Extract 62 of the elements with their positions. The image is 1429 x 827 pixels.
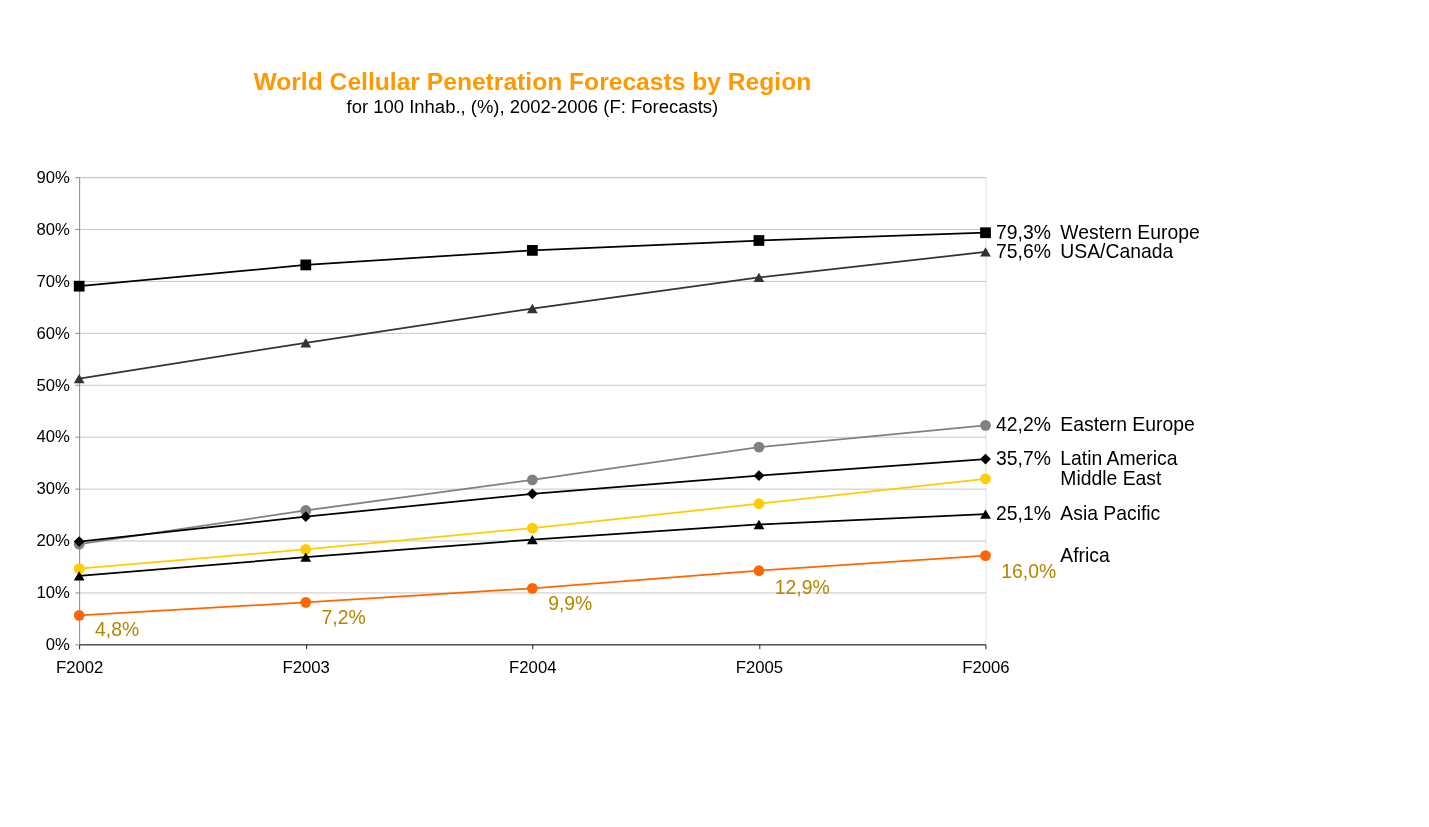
annotation: 7,2% [321,605,366,628]
point [753,235,765,246]
point [980,473,991,485]
y-tick-label: 20% [36,531,71,551]
point [73,609,85,621]
text: Western Europe [1060,220,1200,243]
point [300,596,312,608]
point [980,550,991,562]
y-tick-label: 60% [36,323,71,343]
point [526,582,538,594]
y-tick-label: 50% [36,375,71,395]
y-tick-label: 70% [36,271,71,291]
point [753,470,765,482]
point [300,338,312,348]
annotation: 12,9% [774,576,830,599]
annotation: 9,9% [548,591,593,614]
point [73,571,85,581]
point [980,227,991,239]
point [300,552,312,562]
text: Eastern Europe [1060,413,1195,436]
data-label: 42,2% [996,413,1051,436]
data-label: 25,1% [996,502,1051,525]
x-tick-label: F2002 [55,658,104,678]
point [980,509,991,519]
text: Africa [1060,543,1110,566]
y-tick-label: 80% [36,219,71,239]
point [300,511,312,523]
point [980,419,991,431]
point [526,522,538,534]
x-tick-label: F2003 [282,658,330,678]
point [73,563,85,574]
text: Asia Pacific [1060,502,1161,525]
point [73,280,85,292]
point [753,498,765,510]
chart-title: World Cellular Penetration Forecasts by Region [253,68,812,96]
y-tick-label: 40% [36,427,71,447]
text: USA/Canada [1060,240,1174,263]
annotation: 16,0% [1001,560,1057,583]
y-tick-label: 30% [36,479,71,499]
point [753,565,765,577]
x-tick-label: F2005 [735,658,784,678]
point [526,488,538,500]
chart-subtitle: for 100 Inhab., (%), 2002-2006 (F: Forecasts) [346,95,719,117]
point [526,244,538,256]
point [526,534,538,545]
y-tick-label: 10% [36,583,71,603]
point [300,259,312,271]
point [753,519,765,530]
point [753,441,765,453]
y-tick-label: 0% [45,635,71,655]
data-label: 35,7% [996,447,1051,470]
point [73,373,85,384]
x-tick-label: F2004 [509,658,557,678]
point [526,303,538,314]
x-tick-label: F2006 [962,658,1010,678]
point [753,272,765,283]
data-label: 79,3% [996,220,1051,243]
point [980,247,991,257]
annotation: 4,8% [95,618,140,641]
y-tick-label: 90% [36,167,71,187]
point [300,544,312,555]
point [526,474,538,486]
